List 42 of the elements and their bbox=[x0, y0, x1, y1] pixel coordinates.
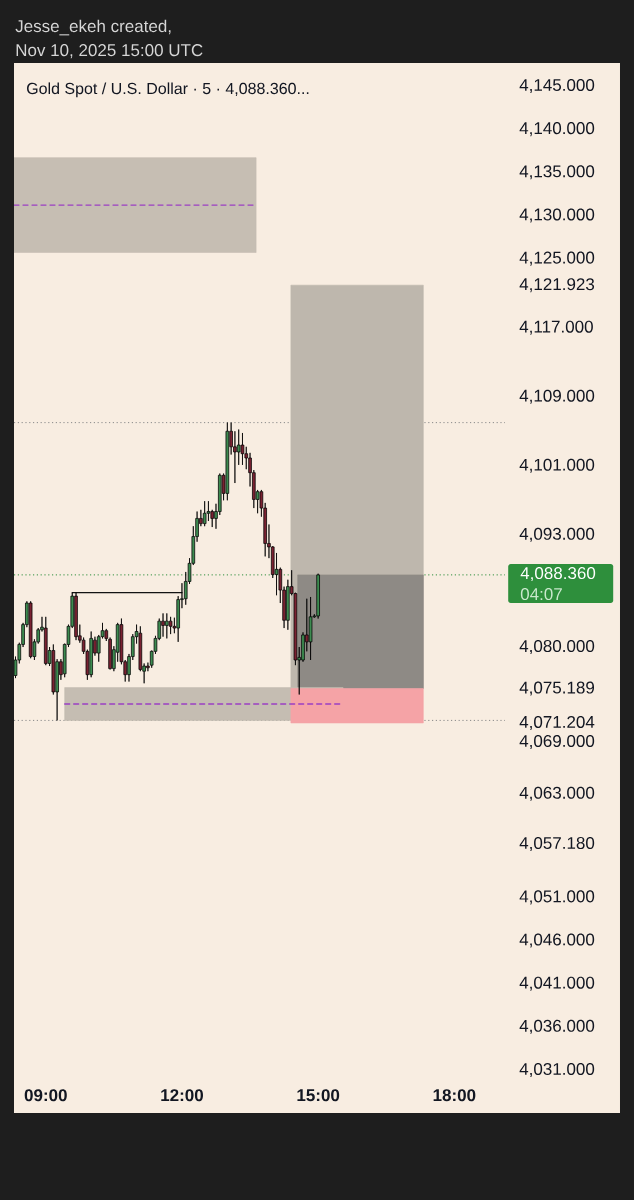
candlestick bbox=[168, 616, 173, 635]
y-tick-label: 4,093.000 bbox=[519, 527, 595, 542]
candlestick bbox=[316, 573, 320, 619]
candlestick bbox=[165, 613, 169, 639]
candlestick bbox=[43, 616, 48, 666]
candlestick bbox=[89, 631, 93, 678]
y-tick-label: 4,036.000 bbox=[519, 1019, 595, 1034]
x-tick-label: 15:00 bbox=[297, 1089, 340, 1102]
x-tick-label: 18:00 bbox=[433, 1089, 476, 1102]
x-tick-label: 09:00 bbox=[24, 1089, 67, 1102]
x-tick-label: 12:00 bbox=[161, 1089, 203, 1102]
y-tick-label: 4,117.000 bbox=[519, 320, 593, 335]
y-tick-label: 4,145.000 bbox=[519, 78, 595, 93]
candlestick bbox=[308, 596, 313, 661]
y-tick-label: 4,109.000 bbox=[519, 389, 595, 404]
y-tick-label: 4,051.000 bbox=[519, 890, 595, 905]
y-tick-label: 4,071.204 bbox=[519, 715, 595, 730]
y-tick-label: 4,125.000 bbox=[519, 251, 595, 266]
text: 04:07 bbox=[520, 588, 562, 601]
ref-line-label: 4,088.360 bbox=[520, 567, 596, 582]
y-tick-label: 4,075.189 bbox=[519, 681, 595, 696]
chart-title: Gold Spot / U.S. Dollar · 5 · 4,088.360... bbox=[27, 82, 309, 98]
y-tick-label: 4,069.000 bbox=[519, 734, 595, 750]
candlestick bbox=[240, 432, 245, 466]
candlestick bbox=[202, 500, 207, 527]
candlestick bbox=[161, 613, 165, 638]
y-tick-label: 4,041.000 bbox=[519, 976, 595, 991]
text: Jesse_ekeh created, bbox=[15, 19, 171, 36]
y-tick-label: 4,080.000 bbox=[519, 640, 595, 655]
y-tick-label: 4,130.000 bbox=[519, 208, 595, 223]
y-tick-label: 4,031.000 bbox=[519, 1062, 595, 1078]
candlestick bbox=[225, 422, 230, 501]
y-tick-label: 4,121.923 bbox=[519, 278, 595, 293]
candlestick bbox=[28, 600, 33, 659]
y-tick-label: 4,063.000 bbox=[519, 786, 595, 801]
y-tick-label: 4,057.180 bbox=[519, 836, 595, 852]
y-tick-label: 4,135.000 bbox=[519, 165, 595, 180]
y-tick-label: 4,140.000 bbox=[519, 122, 595, 137]
candlestick bbox=[74, 592, 78, 641]
text: Nov 10, 2025 15:00 UTC bbox=[16, 44, 203, 59]
y-tick-label: 4,101.000 bbox=[519, 458, 595, 473]
y-tick-label: 4,046.000 bbox=[519, 933, 595, 948]
